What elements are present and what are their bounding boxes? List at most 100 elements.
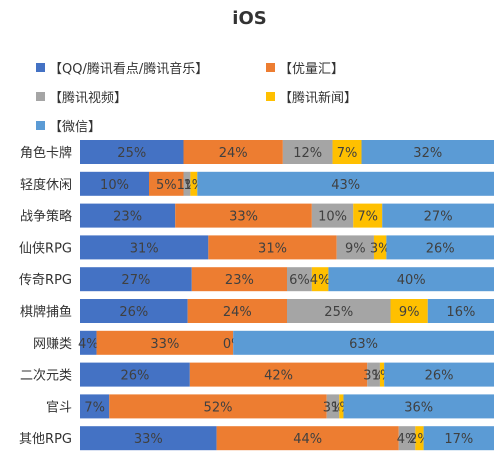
category-label: 官斗 [46, 399, 72, 415]
category-label: 角色卡牌 [20, 145, 72, 161]
bar-segment [189, 362, 368, 387]
bar-segment [80, 299, 188, 323]
bar-segment [216, 426, 399, 451]
bar-segment [379, 362, 385, 387]
data-label: 33% [150, 337, 179, 352]
data-label: 9% [345, 241, 366, 256]
data-label: 7% [84, 400, 105, 415]
category-label: 二次元类 [20, 368, 72, 384]
data-label: 3% [370, 241, 391, 256]
bar-segment [183, 140, 283, 164]
data-label: 16% [446, 305, 475, 320]
data-label: 32% [413, 146, 442, 161]
data-label: 31% [130, 241, 159, 256]
data-label: 33% [134, 432, 163, 447]
data-label: 12% [293, 146, 322, 161]
data-label: 44% [293, 432, 322, 447]
bar-segment [336, 235, 374, 260]
data-label: 3% [323, 400, 344, 415]
data-label: 10% [100, 178, 129, 193]
category-label: 网赚类 [33, 336, 72, 352]
legend-label: 【QQ/腾讯看点/腾讯音乐】 [49, 62, 209, 77]
data-label: 43% [331, 178, 360, 193]
bar-segment [423, 426, 494, 451]
category-label: 传奇RPG [19, 272, 72, 288]
data-label: 3% [363, 369, 384, 384]
bar-segment [80, 140, 184, 164]
bar-segment [80, 426, 217, 451]
bar-segment [343, 394, 494, 419]
chart-title: iOS [232, 8, 267, 29]
legend-label: 【微信】 [49, 120, 102, 135]
category-label: 其他RPG [19, 432, 72, 447]
bar-segment [427, 299, 494, 323]
bar-segment [80, 362, 190, 387]
bar-segment [311, 267, 329, 292]
bar-segment [191, 267, 287, 292]
legend-label: 【腾讯视频】 [49, 91, 128, 106]
bar-segment [339, 394, 344, 419]
data-label: 6% [289, 273, 310, 288]
bar-segment [287, 299, 391, 323]
category-label: 仙侠RPG [19, 241, 72, 256]
data-label: 63% [349, 337, 378, 352]
data-label: 7% [357, 210, 378, 225]
bar-segment [386, 235, 494, 260]
data-label: 25% [324, 305, 353, 320]
category-label: 战争策略 [20, 209, 72, 225]
legend-label: 【腾讯新闻】 [279, 91, 358, 106]
data-label: 42% [264, 369, 293, 384]
data-label: 23% [225, 273, 254, 288]
bar-segment [382, 203, 494, 228]
data-label: 27% [121, 273, 150, 288]
data-label: 7% [337, 146, 358, 161]
bar-segment [287, 267, 312, 292]
data-label: 4% [78, 337, 99, 352]
legend-swatch-icon [266, 63, 275, 72]
data-label: 9% [399, 305, 420, 320]
data-label: 5% [156, 178, 177, 193]
data-label: 26% [120, 369, 149, 384]
bar-segment [80, 171, 149, 196]
legend-item-wechat: 【微信】 [36, 116, 101, 135]
data-label: 10% [318, 210, 347, 225]
data-label: 31% [258, 241, 287, 256]
bar-segment [96, 330, 234, 355]
bar-segment [80, 235, 209, 260]
bar-segment [149, 171, 184, 196]
data-label: 33% [229, 210, 258, 225]
data-label: 4% [310, 273, 331, 288]
bar-segment [197, 171, 495, 196]
bar-segment [282, 140, 333, 164]
data-label: 26% [426, 241, 455, 256]
bar-segment [175, 203, 312, 228]
legend-item-qq: 【QQ/腾讯看点/腾讯音乐】 [36, 58, 208, 77]
bar-segment [326, 394, 340, 419]
bar-segment [183, 171, 191, 196]
bar-segment [353, 203, 383, 228]
bar-segment [80, 330, 97, 355]
legend-item-tencent-video: 【腾讯视频】 [36, 87, 127, 106]
bar-segment [80, 267, 192, 292]
bar-segment [367, 362, 380, 387]
data-label: 26% [119, 305, 148, 320]
data-label: 36% [404, 400, 433, 415]
category-label: 轻度休闲 [20, 177, 72, 193]
data-label: 40% [397, 273, 426, 288]
bar-segment [80, 394, 110, 419]
bar-segment [415, 426, 424, 451]
bar-segment [311, 203, 354, 228]
legend-swatch-icon [266, 92, 275, 101]
legend-swatch-icon [36, 121, 45, 130]
bar-segment [384, 362, 494, 387]
data-label: 52% [204, 400, 233, 415]
data-label: 27% [424, 210, 453, 225]
bar-segment [190, 171, 198, 196]
bar-segment [208, 235, 337, 260]
bar-segment [80, 203, 176, 228]
bar-segment [233, 330, 494, 355]
category-label: 棋牌捕鱼 [20, 304, 72, 320]
bar-segment [390, 299, 428, 323]
bar-segment [398, 426, 416, 451]
